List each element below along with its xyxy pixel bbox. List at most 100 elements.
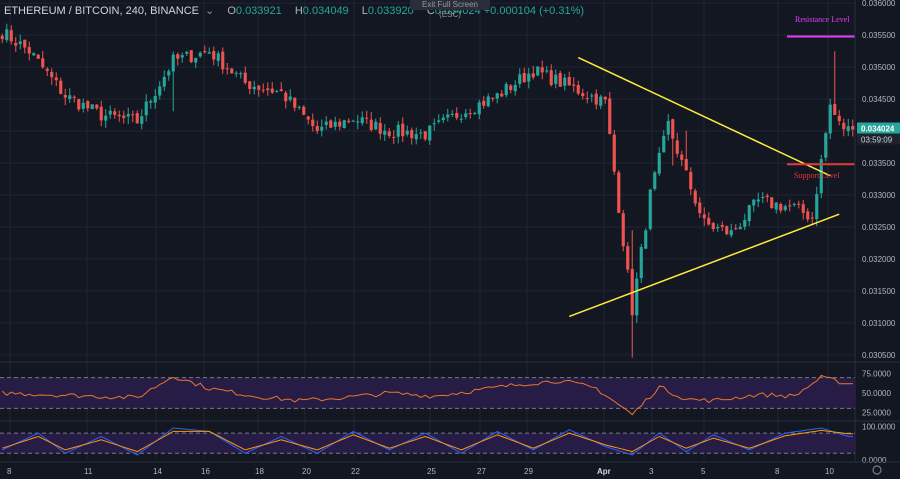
candle-body xyxy=(342,120,346,129)
candle-body xyxy=(185,51,189,54)
candle-body xyxy=(743,220,747,227)
candle-body xyxy=(828,104,832,134)
candle-body xyxy=(144,101,148,116)
candle-body xyxy=(644,230,648,249)
candle-body xyxy=(531,73,535,78)
candle-body xyxy=(428,125,432,141)
candle-body xyxy=(788,205,792,207)
candle-body xyxy=(468,113,472,115)
candle-body xyxy=(477,102,481,115)
candle-body xyxy=(45,68,49,71)
trendline xyxy=(577,56,831,177)
candle-body xyxy=(693,190,697,204)
candle-body xyxy=(842,122,846,130)
candle-body xyxy=(666,120,670,135)
candle-body xyxy=(99,106,103,121)
candle-body xyxy=(167,71,171,76)
candle-body xyxy=(455,113,459,118)
candle-body xyxy=(392,136,396,138)
candle-body xyxy=(491,97,495,99)
candle-body xyxy=(639,246,643,279)
time-tick-label: 8 xyxy=(7,467,12,476)
candle-body xyxy=(585,98,589,100)
time-tick-label: 27 xyxy=(477,467,486,476)
candle-body xyxy=(684,159,688,171)
candle-body xyxy=(513,84,517,92)
candle-body xyxy=(720,224,724,227)
candle-body xyxy=(198,52,202,57)
candle-body xyxy=(374,121,378,130)
candle-body xyxy=(617,172,621,213)
candle-body xyxy=(536,66,540,76)
candle-body xyxy=(162,76,166,87)
rsi-tick-label: 75.0000 xyxy=(862,370,891,379)
candle-body xyxy=(113,111,117,115)
resistance-level-label: Resistance Level xyxy=(795,15,850,24)
candle-body xyxy=(756,199,760,202)
candle-body xyxy=(333,121,337,127)
time-tick-label: 11 xyxy=(84,467,93,476)
candle-body xyxy=(14,42,18,46)
price-tick-label: 0.036000 xyxy=(862,0,896,8)
candle-body xyxy=(239,73,243,75)
candle-body xyxy=(837,115,841,122)
time-tick-label: 29 xyxy=(524,467,533,476)
countdown-tag: 03:59:09 xyxy=(861,136,893,145)
candle-body xyxy=(792,203,796,205)
candle-body xyxy=(306,116,310,120)
candle-body xyxy=(540,67,544,73)
candle-body xyxy=(387,131,391,136)
candle-body xyxy=(117,114,121,117)
candle-body xyxy=(581,93,585,97)
candle-body xyxy=(140,116,144,124)
candle-body xyxy=(266,88,270,91)
candle-body xyxy=(27,47,31,54)
candle-body xyxy=(158,86,162,96)
candle-body xyxy=(779,203,783,211)
candle-body xyxy=(522,72,526,83)
time-tick-label: 5 xyxy=(701,467,706,476)
price-tick-label: 0.032000 xyxy=(862,255,896,264)
low-value: 0.033920 xyxy=(367,5,414,17)
symbol-header: ETHEREUM / BITCOIN, 240, BINANCE ⌄ O0.03… xyxy=(4,4,584,17)
candle-body xyxy=(518,74,522,84)
candle-body xyxy=(441,117,445,121)
candle-body xyxy=(104,115,108,121)
candle-body xyxy=(635,278,639,316)
price-tick-label: 0.030500 xyxy=(862,351,896,360)
candle-body xyxy=(180,55,184,58)
candle-body xyxy=(86,101,90,109)
candle-body xyxy=(248,81,252,90)
candle-body xyxy=(50,71,54,78)
candle-body xyxy=(365,117,369,119)
candle-body xyxy=(212,51,216,60)
candle-body xyxy=(252,86,256,90)
price-tick-label: 0.034500 xyxy=(862,95,896,104)
candle-body xyxy=(311,119,315,127)
candle-body xyxy=(401,123,405,137)
exit-fullscreen-button[interactable]: Exit Full Screen (ESC) xyxy=(410,0,490,19)
candle-body xyxy=(648,189,652,229)
candle-body xyxy=(459,118,463,120)
price-tick-label: 0.031500 xyxy=(862,287,896,296)
candle-body xyxy=(662,135,666,153)
symbol-label[interactable]: ETHEREUM / BITCOIN, 240, BINANCE xyxy=(4,5,199,17)
candle-body xyxy=(171,54,175,72)
candle-body xyxy=(702,214,706,219)
candle-body xyxy=(846,126,850,132)
candle-body xyxy=(621,213,625,247)
candle-body xyxy=(572,84,576,86)
current-price-tag-bg xyxy=(857,122,900,134)
candle-body xyxy=(716,226,720,229)
candle-body xyxy=(671,119,675,139)
chevron-down-icon[interactable]: ⌄ xyxy=(205,5,215,17)
candle-body xyxy=(108,110,112,115)
candle-body xyxy=(675,140,679,154)
candle-body xyxy=(90,104,94,110)
candle-body xyxy=(549,70,553,86)
rsi-tick-label: 25.0000 xyxy=(862,408,891,417)
candle-body xyxy=(279,89,283,92)
candle-body xyxy=(234,72,238,74)
candle-body xyxy=(563,77,567,86)
